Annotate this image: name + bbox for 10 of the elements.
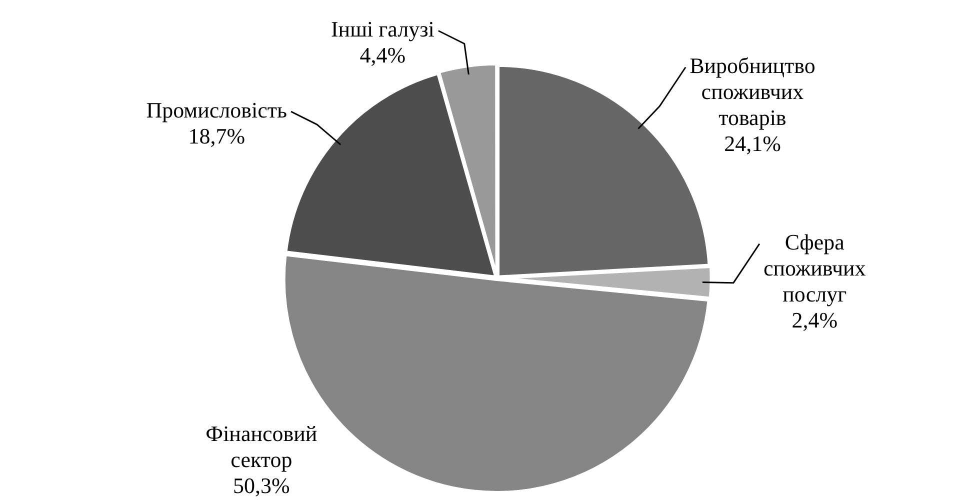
data-label: 24,1% — [724, 131, 781, 156]
slice-label: Інші галузі — [330, 16, 434, 42]
slice-label: Фінансовий сектор — [206, 420, 318, 472]
slice-label: Сфера споживчих послуг — [763, 230, 866, 307]
slice-label: Промисловість — [146, 97, 288, 122]
data-label: 2,4% — [792, 308, 838, 333]
data-label: 4,4% — [360, 42, 406, 68]
data-label: 50,3% — [233, 472, 290, 498]
data-label: 18,7% — [188, 123, 246, 148]
slice-label: Виробництво споживчих товарів — [690, 53, 816, 130]
